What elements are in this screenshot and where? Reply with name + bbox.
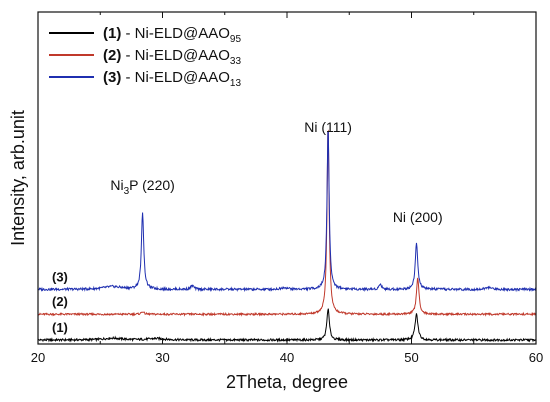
peak-label-ni200: Ni (200) (393, 209, 443, 225)
x-tick-label: 40 (280, 350, 294, 365)
trace-labels: (1) (2) (3) (52, 269, 68, 335)
series-line-2 (37, 129, 537, 317)
x-axis-label: 2Theta, degree (226, 372, 348, 392)
peak-annotations: Ni3P (220) Ni (111) Ni (200) (110, 119, 442, 225)
series-line-3 (37, 130, 537, 293)
legend-entry-1: (1) - Ni-ELD@AAO95 (103, 25, 241, 45)
legend-entry-3: (3) - Ni-ELD@AAO13 (103, 69, 241, 89)
legend: (1) - Ni-ELD@AAO95(2) - Ni-ELD@AAO33(3) … (49, 25, 241, 89)
x-tick-label: 30 (155, 350, 169, 365)
peak-label-ni111: Ni (111) (304, 119, 352, 135)
y-axis-label: Intensity, arb.unit (8, 110, 28, 246)
trace-label-1: (1) (52, 320, 68, 335)
x-tick-label: 20 (31, 350, 45, 365)
peak-label-ni3p: Ni3P (220) (110, 177, 174, 197)
x-tick-label: 60 (529, 350, 543, 365)
x-tick-label: 50 (404, 350, 418, 365)
x-axis-ticks: 20 30 40 50 60 (31, 12, 543, 365)
legend-entry-2: (2) - Ni-ELD@AAO33 (103, 47, 241, 67)
trace-label-2: (2) (52, 294, 68, 309)
trace-label-3: (3) (52, 269, 68, 284)
